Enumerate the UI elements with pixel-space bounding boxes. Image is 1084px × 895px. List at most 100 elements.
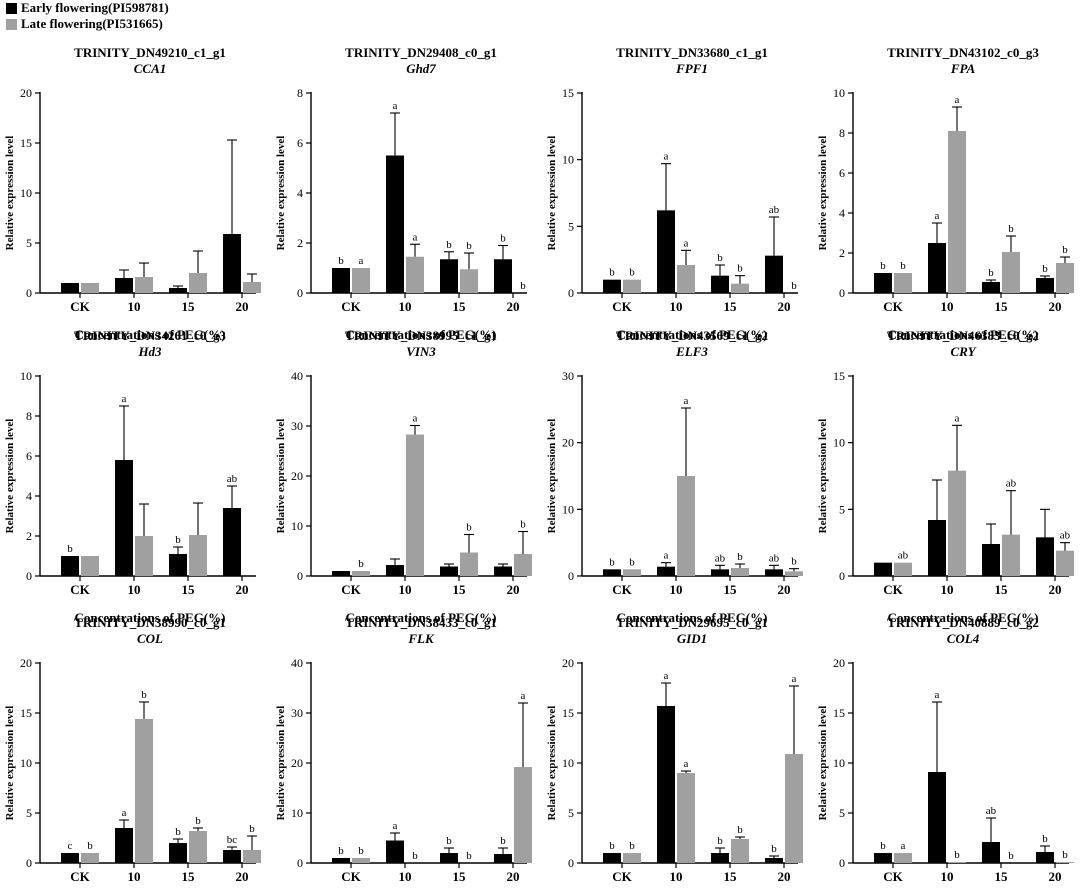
- significance-letter: b: [629, 267, 635, 279]
- bar-late: [1056, 550, 1074, 576]
- bar-early: [494, 854, 512, 863]
- y-axis-label: Relative expression level: [275, 136, 287, 251]
- bar-late: [406, 434, 424, 576]
- significance-letter: b: [629, 840, 635, 852]
- significance-letter: b: [67, 543, 73, 555]
- y-tick-label: 0: [839, 286, 845, 300]
- legend-label-early: Early flowering(PI598781): [21, 0, 169, 15]
- significance-letter: a: [413, 413, 418, 425]
- significance-letter: b: [1062, 244, 1068, 256]
- bar-early: [494, 566, 512, 576]
- x-tick-label: CK: [70, 299, 90, 314]
- y-axis-label: Relative expression level: [4, 419, 16, 534]
- significance-letter: a: [792, 673, 797, 685]
- y-axis-label: Relative expression level: [546, 706, 558, 821]
- y-tick-label: 10: [562, 756, 574, 770]
- y-tick-label: 0: [297, 286, 303, 300]
- bar-late: [623, 569, 641, 576]
- chart-subtitle: GID1: [677, 631, 707, 646]
- chart-panel-vin3: TRINITY_DN38995_c1_g1 VIN3 0 10 20 30 40 Relati…: [271, 318, 542, 625]
- bar-early: [61, 283, 79, 293]
- significance-letter: a: [664, 670, 669, 682]
- y-tick-label: 10: [562, 502, 574, 516]
- x-tick-label: 20: [236, 299, 249, 314]
- y-tick-label: 20: [291, 756, 303, 770]
- significance-letter: a: [664, 550, 669, 562]
- y-tick-label: 4: [26, 489, 32, 503]
- bar-early: [332, 571, 350, 576]
- x-tick-label: CK: [341, 582, 361, 597]
- significance-letter: b: [988, 267, 994, 279]
- bar-early: [982, 842, 1000, 863]
- bar-early: [874, 273, 892, 293]
- significance-letter: b: [717, 252, 723, 264]
- bar-early: [61, 556, 79, 576]
- bar-early: [928, 520, 946, 576]
- bar-early: [169, 288, 187, 293]
- chart-subtitle: CCA1: [134, 61, 167, 76]
- chart-title: TRINITY_DN38433_c0_g1: [345, 615, 497, 630]
- y-tick-label: 2: [297, 236, 303, 250]
- y-axis-label: Relative expression level: [4, 706, 16, 821]
- y-tick-label: 15: [20, 706, 32, 720]
- x-axis-label: Concentrations of PEG(%): [346, 610, 497, 625]
- significance-letter: b: [141, 689, 147, 701]
- x-tick-label: CK: [883, 582, 903, 597]
- bar-late: [243, 850, 261, 863]
- significance-letter: a: [122, 393, 127, 405]
- bar-early: [657, 210, 675, 293]
- bar-early: [386, 840, 404, 863]
- bar-early: [928, 772, 946, 863]
- significance-letter: b: [1042, 263, 1048, 275]
- y-tick-label: 5: [839, 806, 845, 820]
- y-tick-label: 15: [833, 369, 845, 383]
- y-tick-label: 30: [291, 419, 303, 433]
- significance-letter: a: [413, 231, 418, 243]
- y-tick-label: 5: [26, 806, 32, 820]
- chart-title: TRINITY_DN34261_c0_g3: [74, 328, 226, 343]
- bar-late: [948, 131, 966, 293]
- x-tick-label: 10: [670, 869, 683, 884]
- significance-letter: b: [466, 522, 472, 534]
- x-axis-label: Concentrations of PEG(%): [75, 610, 226, 625]
- legend-item-late: Late flowering(PI531665): [6, 16, 169, 32]
- significance-letter: b: [195, 815, 201, 827]
- y-tick-label: 40: [291, 656, 303, 670]
- significance-letter: ab: [715, 552, 726, 564]
- bar-late: [460, 269, 478, 293]
- chart-title: TRINITY_DN38995_c1_g1: [345, 328, 497, 343]
- significance-letter: b: [358, 558, 364, 570]
- bar-early: [711, 569, 729, 576]
- y-tick-label: 0: [26, 286, 32, 300]
- bar-early: [115, 278, 133, 293]
- significance-letter: b: [446, 835, 452, 847]
- bar-late: [1056, 862, 1074, 863]
- bar-late: [352, 571, 370, 576]
- significance-letter: b: [412, 850, 418, 862]
- x-tick-label: CK: [341, 299, 361, 314]
- y-tick-label: 0: [568, 569, 574, 583]
- significance-letter: b: [900, 260, 906, 272]
- bar-early: [657, 566, 675, 576]
- chart-panel-col: TRINITY_DN38990_c0_g1 COL 0 5 10 15 20 Relative…: [0, 605, 271, 895]
- legend-swatch-late: [6, 18, 17, 30]
- bar-late: [623, 279, 641, 293]
- x-tick-label: 15: [724, 869, 738, 884]
- y-tick-label: 2: [26, 529, 32, 543]
- x-axis-label: Concentrations of PEG(%): [888, 327, 1039, 342]
- bar-late: [677, 476, 695, 576]
- significance-letter: a: [684, 758, 689, 770]
- x-tick-label: 20: [236, 582, 249, 597]
- significance-letter: b: [771, 843, 777, 855]
- y-tick-label: 10: [833, 756, 845, 770]
- chart-panel-cca1: TRINITY_DN49210_c1_g1 CCA1 0 5 10 15 20 Relativ…: [0, 35, 271, 342]
- significance-letter: ab: [898, 550, 909, 562]
- bar-late: [731, 839, 749, 863]
- significance-letter: a: [684, 237, 689, 249]
- significance-letter: b: [609, 556, 615, 568]
- bar-early: [223, 508, 241, 576]
- bar-late: [785, 571, 803, 576]
- significance-letter: b: [609, 267, 615, 279]
